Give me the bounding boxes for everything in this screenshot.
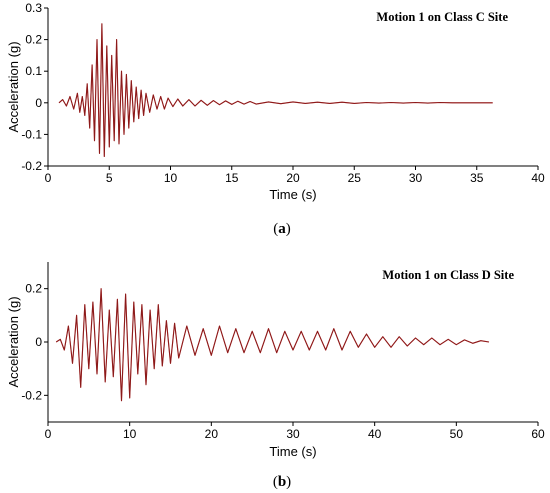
x-tick-label: 35 [470,171,484,185]
x-tick-label: 50 [450,427,464,441]
panel-label-letter: a [278,221,286,237]
y-axis-label: Acceleration (g) [6,296,21,387]
x-tick-label: 10 [123,427,137,441]
y-tick-label: -0.2 [21,159,42,173]
panel-label-open: ( [273,221,278,237]
y-tick-label: -0.2 [21,388,42,402]
series-line [58,23,493,158]
x-axis-label: Time (s) [269,444,316,459]
x-tick-label: 20 [286,171,300,185]
panel-label-close: ) [286,474,291,490]
panel-label-b: (b) [273,474,291,490]
x-tick-label: 25 [348,171,362,185]
y-axis-label: Acceleration (g) [6,41,21,132]
chart-panel-b: Motion 1 on Class D Site -0.2 0 0.2 0 10 20 3… [6,262,545,490]
x-tick-label: 0 [45,171,52,185]
y-tick-label: 0.2 [25,33,42,47]
series-line [55,288,490,402]
panel-label-letter: b [278,474,286,490]
x-ticks: 0 5 10 15 20 25 30 35 40 [45,166,545,185]
y-tick-label: 0 [35,96,42,110]
x-tick-label: 30 [409,171,423,185]
series-group [58,23,493,158]
x-tick-label: 20 [205,427,219,441]
x-tick-label: 60 [531,427,545,441]
y-ticks: -0.2 -0.1 0 0.1 0.2 0.3 [21,1,48,173]
x-tick-label: 5 [106,171,113,185]
x-tick-label: 30 [286,427,300,441]
chart-title: Motion 1 on Class C Site [376,10,508,24]
y-ticks: -0.2 0 0.2 [21,282,48,402]
y-tick-label: -0.1 [21,127,42,141]
x-tick-label: 15 [225,171,239,185]
chart-panel-a: Motion 1 on Class C Site -0.2 -0.1 0 0.1 0.2… [6,1,545,237]
y-tick-label: 0.3 [25,1,42,15]
x-tick-label: 40 [531,171,545,185]
x-tick-label: 40 [368,427,382,441]
series-line-glow [58,23,493,158]
x-tick-label: 0 [45,427,52,441]
chart-title: Motion 1 on Class D Site [382,268,514,282]
series-group [55,288,490,402]
panel-label-a: (a) [273,221,291,237]
x-ticks: 0 10 20 30 40 50 60 [45,422,545,441]
y-tick-label: 0.2 [25,282,42,296]
y-tick-label: 0 [35,335,42,349]
panel-label-close: ) [286,221,291,237]
x-tick-label: 10 [164,171,178,185]
x-axis-label: Time (s) [269,187,316,202]
panel-label-open: ( [273,474,278,490]
y-tick-label: 0.1 [25,64,42,78]
